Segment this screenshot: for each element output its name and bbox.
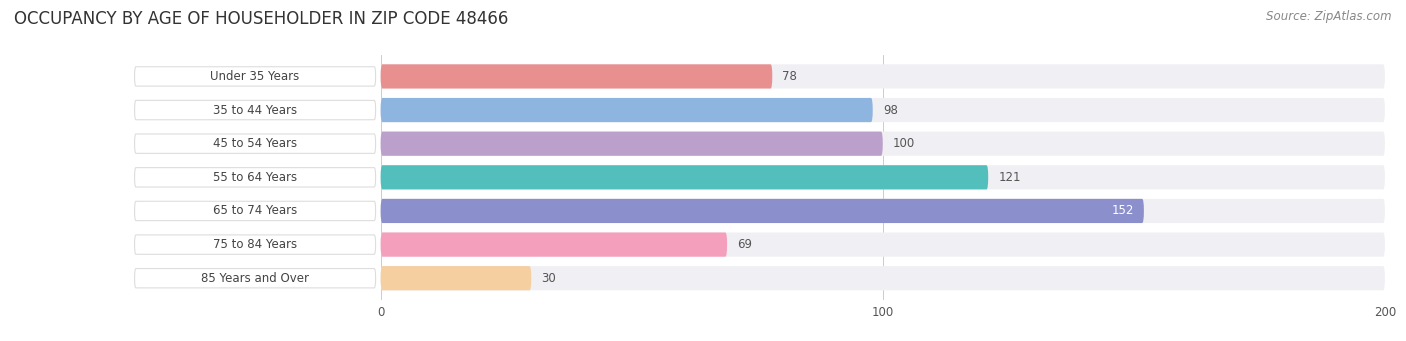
FancyBboxPatch shape [381,98,873,122]
FancyBboxPatch shape [381,165,1385,190]
FancyBboxPatch shape [381,98,1385,122]
FancyBboxPatch shape [381,64,1385,89]
FancyBboxPatch shape [381,132,1385,156]
FancyBboxPatch shape [135,235,375,254]
Text: 152: 152 [1112,205,1133,218]
FancyBboxPatch shape [135,168,375,187]
Text: 100: 100 [893,137,915,150]
FancyBboxPatch shape [381,132,883,156]
Text: 55 to 64 Years: 55 to 64 Years [214,171,297,184]
FancyBboxPatch shape [381,233,1385,257]
FancyBboxPatch shape [135,100,375,120]
Text: OCCUPANCY BY AGE OF HOUSEHOLDER IN ZIP CODE 48466: OCCUPANCY BY AGE OF HOUSEHOLDER IN ZIP C… [14,10,509,28]
FancyBboxPatch shape [381,199,1385,223]
Text: 65 to 74 Years: 65 to 74 Years [212,205,297,218]
Text: 85 Years and Over: 85 Years and Over [201,272,309,285]
Text: 69: 69 [737,238,752,251]
FancyBboxPatch shape [135,67,375,86]
Text: 98: 98 [883,104,897,117]
FancyBboxPatch shape [381,233,727,257]
Text: 78: 78 [782,70,797,83]
FancyBboxPatch shape [381,266,531,290]
FancyBboxPatch shape [381,266,1385,290]
Text: 30: 30 [541,272,555,285]
Text: 75 to 84 Years: 75 to 84 Years [214,238,297,251]
Text: 45 to 54 Years: 45 to 54 Years [214,137,297,150]
FancyBboxPatch shape [135,201,375,221]
Text: 121: 121 [998,171,1021,184]
Text: Source: ZipAtlas.com: Source: ZipAtlas.com [1267,10,1392,23]
FancyBboxPatch shape [135,134,375,153]
Text: 35 to 44 Years: 35 to 44 Years [214,104,297,117]
FancyBboxPatch shape [381,199,1144,223]
Text: Under 35 Years: Under 35 Years [211,70,299,83]
FancyBboxPatch shape [381,165,988,190]
FancyBboxPatch shape [381,64,772,89]
FancyBboxPatch shape [135,268,375,288]
